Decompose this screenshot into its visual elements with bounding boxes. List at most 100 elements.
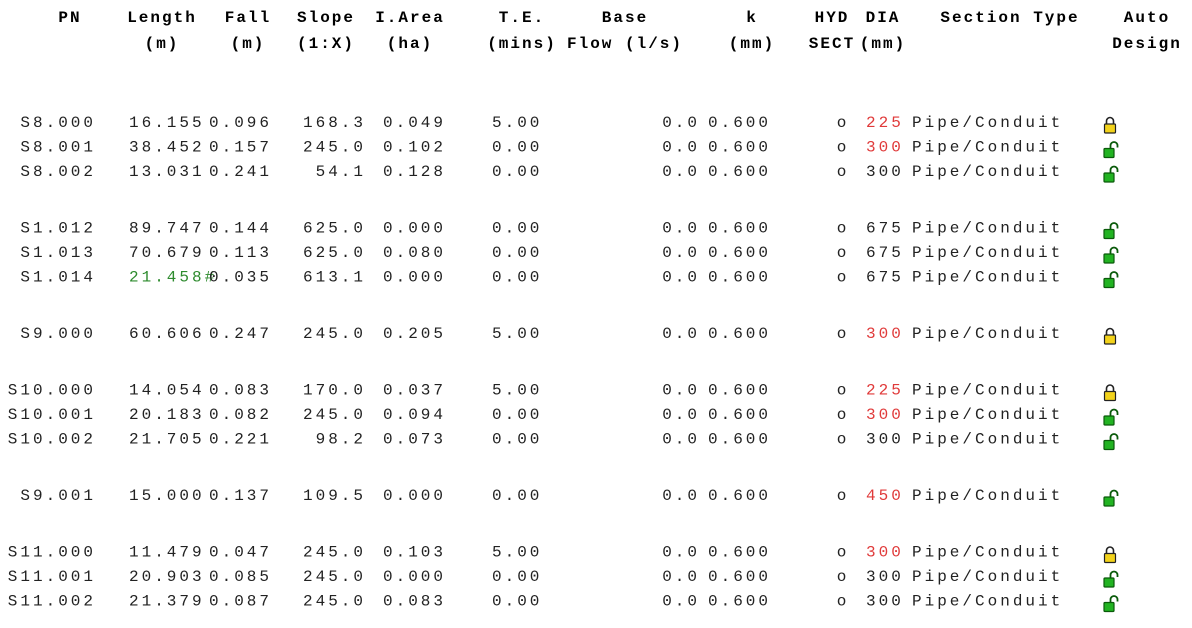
length-cell: 21.458# xyxy=(129,269,217,287)
fall-cell: 0.096 xyxy=(209,114,272,132)
hyd-cell: o xyxy=(837,568,850,586)
lock-body xyxy=(1103,439,1115,451)
column-header: (mm) xyxy=(860,35,906,53)
te-cell: 0.00 xyxy=(492,593,542,611)
hyd-cell: o xyxy=(837,244,850,262)
slope-cell: 168.3 xyxy=(303,114,366,132)
k-cell: 0.600 xyxy=(708,139,771,157)
lock-open-icon xyxy=(1103,489,1119,507)
pn-cell: S11.001 xyxy=(8,568,96,586)
lock-open-icon xyxy=(1103,570,1119,588)
fall-cell: 0.035 xyxy=(209,269,272,287)
fall-cell: 0.087 xyxy=(209,593,272,611)
te-cell: 0.00 xyxy=(492,487,542,505)
pn-cell: S9.000 xyxy=(20,325,96,343)
base-cell: 0.0 xyxy=(662,406,700,424)
column-header: SECT xyxy=(809,35,855,53)
dia-cell: 225 xyxy=(866,114,904,132)
hyd-cell: o xyxy=(837,382,850,400)
lock-shackle xyxy=(1109,165,1119,173)
section-cell: Pipe/Conduit xyxy=(912,220,1063,238)
column-header: HYD xyxy=(815,9,850,27)
base-cell: 0.0 xyxy=(662,568,700,586)
lock-shackle xyxy=(1109,141,1119,149)
iarea-cell: 0.000 xyxy=(383,269,446,287)
column-header: (1:X) xyxy=(297,35,355,53)
base-cell: 0.0 xyxy=(662,220,700,238)
section-cell: Pipe/Conduit xyxy=(912,431,1063,449)
iarea-cell: 0.000 xyxy=(383,568,446,586)
te-cell: 0.00 xyxy=(492,163,542,181)
fall-cell: 0.247 xyxy=(209,325,272,343)
column-header: Section Type xyxy=(940,9,1079,27)
dia-cell: 300 xyxy=(866,544,904,562)
iarea-cell: 0.083 xyxy=(383,593,446,611)
hyd-cell: o xyxy=(837,139,850,157)
lock-body xyxy=(1103,147,1115,159)
iarea-cell: 0.080 xyxy=(383,244,446,262)
column-header: Design xyxy=(1112,35,1182,53)
slope-cell: 170.0 xyxy=(303,382,366,400)
iarea-cell: 0.128 xyxy=(383,163,446,181)
slope-cell: 109.5 xyxy=(303,487,366,505)
hyd-cell: o xyxy=(837,487,850,505)
hyd-cell: o xyxy=(837,220,850,238)
column-header: k xyxy=(746,9,758,27)
dia-cell: 300 xyxy=(866,431,904,449)
column-header: I.Area xyxy=(375,9,445,27)
slope-cell: 625.0 xyxy=(303,244,366,262)
te-cell: 5.00 xyxy=(492,544,542,562)
column-header: Flow (l/s) xyxy=(567,35,683,53)
iarea-cell: 0.094 xyxy=(383,406,446,424)
section-cell: Pipe/Conduit xyxy=(912,568,1063,586)
length-cell: 60.606 xyxy=(129,325,205,343)
length-cell: 89.747 xyxy=(129,220,205,238)
hyd-cell: o xyxy=(837,544,850,562)
iarea-cell: 0.102 xyxy=(383,139,446,157)
column-header: (mm) xyxy=(729,35,775,53)
te-cell: 0.00 xyxy=(492,139,542,157)
section-cell: Pipe/Conduit xyxy=(912,114,1063,132)
hyd-cell: o xyxy=(837,114,850,132)
pn-cell: S10.000 xyxy=(8,382,96,400)
iarea-cell: 0.049 xyxy=(383,114,446,132)
section-cell: Pipe/Conduit xyxy=(912,487,1063,505)
lock-body xyxy=(1103,601,1115,613)
dia-cell: 300 xyxy=(866,593,904,611)
hyd-cell: o xyxy=(837,406,850,424)
lock-body xyxy=(1103,552,1117,564)
column-header: DIA xyxy=(866,9,901,27)
section-cell: Pipe/Conduit xyxy=(912,382,1063,400)
lock-shackle xyxy=(1109,570,1119,578)
length-cell: 15.000 xyxy=(129,487,205,505)
dia-cell: 300 xyxy=(866,568,904,586)
lock-closed-icon xyxy=(1103,116,1117,134)
iarea-cell: 0.000 xyxy=(383,487,446,505)
k-cell: 0.600 xyxy=(708,406,771,424)
k-cell: 0.600 xyxy=(708,487,771,505)
section-cell: Pipe/Conduit xyxy=(912,269,1063,287)
column-header: (m) xyxy=(231,35,266,53)
iarea-cell: 0.205 xyxy=(383,325,446,343)
base-cell: 0.0 xyxy=(662,593,700,611)
column-header: Length xyxy=(127,9,197,27)
base-cell: 0.0 xyxy=(662,544,700,562)
te-cell: 0.00 xyxy=(492,406,542,424)
lock-body xyxy=(1103,390,1117,402)
pn-cell: S1.013 xyxy=(20,244,96,262)
iarea-cell: 0.037 xyxy=(383,382,446,400)
k-cell: 0.600 xyxy=(708,325,771,343)
iarea-cell: 0.103 xyxy=(383,544,446,562)
k-cell: 0.600 xyxy=(708,382,771,400)
column-header: PN xyxy=(58,9,81,27)
lock-shackle xyxy=(1109,271,1119,279)
hyd-cell: o xyxy=(837,431,850,449)
lock-body xyxy=(1103,123,1117,134)
k-cell: 0.600 xyxy=(708,220,771,238)
base-cell: 0.0 xyxy=(662,487,700,505)
base-cell: 0.0 xyxy=(662,114,700,132)
dia-cell: 300 xyxy=(866,163,904,181)
slope-cell: 98.2 xyxy=(316,431,366,449)
column-header: Auto xyxy=(1124,9,1170,27)
column-header: T.E. xyxy=(499,9,545,27)
